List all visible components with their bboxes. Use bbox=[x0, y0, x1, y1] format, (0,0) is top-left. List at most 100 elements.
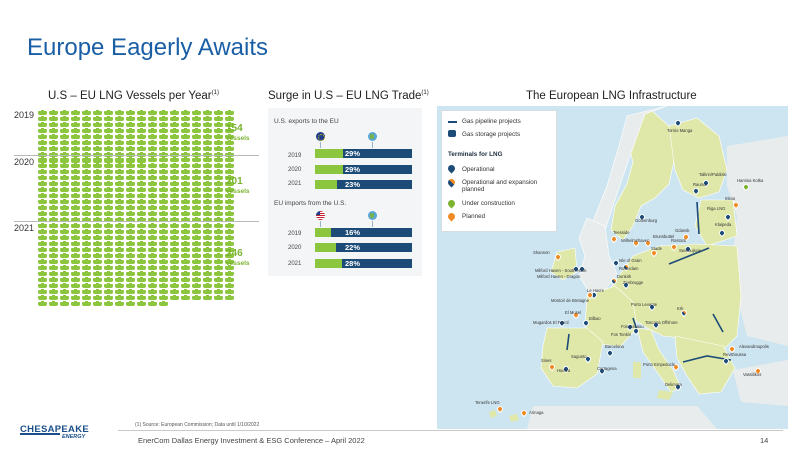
vessel-icon bbox=[148, 140, 157, 145]
vessel-icon bbox=[148, 301, 157, 306]
vessel-icon bbox=[126, 134, 135, 139]
globe-icon bbox=[368, 132, 377, 141]
vessel-icon bbox=[49, 146, 58, 151]
vessel-icon bbox=[60, 223, 69, 228]
vessel-icon bbox=[181, 229, 190, 234]
vessel-icon bbox=[214, 283, 223, 288]
vessel-icon bbox=[192, 241, 201, 246]
vessel-icon bbox=[225, 295, 234, 300]
vessel-icon bbox=[115, 116, 124, 121]
vessel-icon bbox=[137, 247, 146, 252]
vessel-icon bbox=[71, 259, 80, 264]
vessel-icon bbox=[38, 193, 47, 198]
vessel-icon bbox=[181, 247, 190, 252]
exports-bar-value: 29% bbox=[345, 149, 361, 158]
vessel-icon bbox=[192, 116, 201, 121]
vessel-icon bbox=[93, 122, 102, 127]
vessel-icon bbox=[115, 163, 124, 168]
map-label: Wilhelmshaven bbox=[621, 238, 650, 243]
vessel-icon bbox=[203, 247, 212, 252]
vessel-icon bbox=[225, 217, 234, 222]
vessel-icon bbox=[214, 157, 223, 162]
vessel-icon bbox=[60, 265, 69, 270]
vessel-icon bbox=[38, 199, 47, 204]
vessel-icon bbox=[49, 128, 58, 133]
vessel-icon bbox=[115, 283, 124, 288]
exports-bar: 23% bbox=[315, 180, 412, 189]
vessel-icon bbox=[148, 241, 157, 246]
legend-operational-expansion: Operational and expansion planned bbox=[462, 179, 538, 193]
vessel-icon bbox=[225, 140, 234, 145]
vessel-icon bbox=[104, 277, 113, 282]
vessel-icon bbox=[192, 265, 201, 270]
imports-year-label: 2021 bbox=[288, 261, 302, 267]
vessel-icon bbox=[93, 259, 102, 264]
vessel-icon bbox=[126, 241, 135, 246]
vessel-icon bbox=[214, 235, 223, 240]
vessel-icon bbox=[192, 247, 201, 252]
vessel-icon bbox=[49, 289, 58, 294]
vessel-icon bbox=[137, 110, 146, 115]
map-label: Shannon bbox=[533, 250, 550, 255]
vessel-icon bbox=[192, 110, 201, 115]
vessel-icon bbox=[60, 259, 69, 264]
vessel-icon bbox=[170, 146, 179, 151]
vessel-icon bbox=[225, 253, 234, 258]
vessel-icon bbox=[82, 259, 91, 264]
vessel-icon bbox=[49, 116, 58, 121]
map-label: Sagunto bbox=[571, 354, 587, 359]
vessel-icon bbox=[225, 211, 234, 216]
vessel-icon bbox=[115, 271, 124, 276]
vessel-unit: vessels bbox=[226, 260, 250, 267]
vessel-icon bbox=[104, 140, 113, 145]
vessel-icon bbox=[104, 235, 113, 240]
vessel-icon bbox=[82, 283, 91, 288]
vessel-icon bbox=[181, 157, 190, 162]
exports-bar-value: 23% bbox=[345, 180, 361, 189]
vessel-icon bbox=[203, 271, 212, 276]
vessel-icon bbox=[115, 199, 124, 204]
map-label: Fos Cavaou bbox=[621, 324, 644, 329]
vessel-icon bbox=[60, 271, 69, 276]
vessel-icon bbox=[126, 253, 135, 258]
vessel-icon bbox=[159, 235, 168, 240]
vessel-icon bbox=[148, 223, 157, 228]
legend-pipeline: Gas pipeline projects bbox=[462, 118, 521, 125]
vessel-icon bbox=[214, 247, 223, 252]
vessel-icon bbox=[82, 122, 91, 127]
map-label: Teesside bbox=[613, 230, 630, 235]
vessel-icon bbox=[214, 163, 223, 168]
vessel-icon bbox=[137, 128, 146, 133]
vessel-icon bbox=[104, 289, 113, 294]
map-label: Huelva bbox=[557, 368, 571, 373]
vessel-icon bbox=[60, 140, 69, 145]
vessel-icon bbox=[214, 122, 223, 127]
us-flag-icon bbox=[316, 211, 325, 220]
vessel-icon bbox=[82, 116, 91, 121]
vessel-icon bbox=[38, 217, 47, 222]
imports-bar-value: 22% bbox=[345, 243, 361, 252]
vessel-icon bbox=[71, 277, 80, 282]
vessel-icon bbox=[181, 128, 190, 133]
vessel-icon bbox=[181, 163, 190, 168]
vessel-icon bbox=[38, 163, 47, 168]
vessel-icon bbox=[148, 259, 157, 264]
vessel-icon bbox=[181, 140, 190, 145]
map-label: Barcelona bbox=[605, 344, 624, 349]
imports-bar: 16% bbox=[315, 228, 412, 237]
vessel-icon bbox=[192, 122, 201, 127]
exports-bar-fill bbox=[315, 180, 338, 189]
vessel-icon bbox=[214, 134, 223, 139]
vessel-count: 154 bbox=[226, 123, 243, 134]
vessel-icon bbox=[214, 229, 223, 234]
vessel-icon bbox=[126, 277, 135, 282]
vessel-icon bbox=[82, 217, 91, 222]
vessel-icon bbox=[60, 193, 69, 198]
expansion-marker-icon bbox=[446, 177, 457, 188]
vessel-icon bbox=[148, 277, 157, 282]
vessel-icon bbox=[71, 146, 80, 151]
vessel-icon bbox=[93, 169, 102, 174]
legend-storage: Gas storage projects bbox=[462, 131, 521, 138]
vessel-icon bbox=[159, 110, 168, 115]
vessel-icon bbox=[38, 110, 47, 115]
